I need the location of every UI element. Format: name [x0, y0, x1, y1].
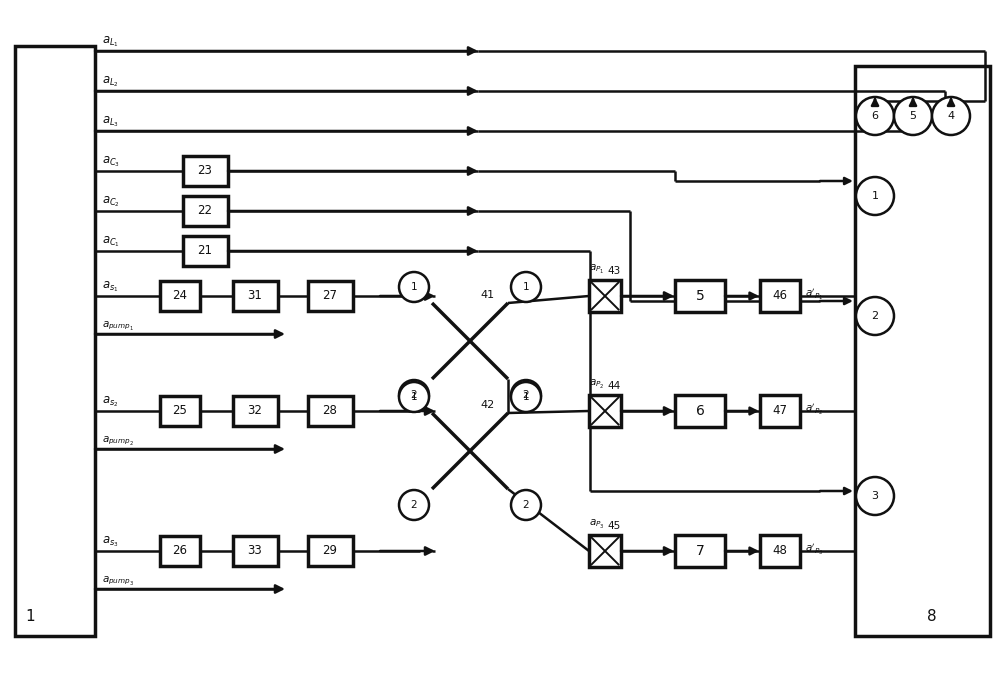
Text: $a_{P_1}$: $a_{P_1}$ — [589, 263, 605, 276]
Bar — [589, 280, 621, 312]
Text: 2: 2 — [411, 390, 417, 400]
Circle shape — [856, 477, 894, 515]
Bar — [589, 395, 621, 427]
Text: 2: 2 — [523, 390, 529, 400]
Bar — [308, 396, 352, 426]
Bar — [232, 396, 278, 426]
Text: 5: 5 — [910, 111, 916, 121]
Text: 29: 29 — [322, 544, 338, 557]
Circle shape — [511, 382, 541, 412]
Text: 31: 31 — [248, 290, 262, 303]
Circle shape — [894, 97, 932, 135]
Text: $a_{C_3}$: $a_{C_3}$ — [102, 155, 120, 169]
Bar — [160, 536, 200, 566]
Text: 1: 1 — [411, 282, 417, 292]
Text: $a_{P_3}$: $a_{P_3}$ — [589, 518, 605, 531]
Bar — [182, 196, 228, 226]
Text: $a_{pump_1}$: $a_{pump_1}$ — [102, 319, 134, 332]
Text: $a'_{P_1}$: $a'_{P_1}$ — [805, 286, 823, 302]
Text: 25: 25 — [173, 404, 187, 418]
Text: $a_{L_3}$: $a_{L_3}$ — [102, 114, 119, 129]
Text: $a'_{P_2}$: $a'_{P_2}$ — [805, 402, 823, 417]
Text: $a_{L_1}$: $a_{L_1}$ — [102, 34, 119, 49]
Text: 44: 44 — [607, 381, 620, 391]
Text: 45: 45 — [607, 521, 620, 531]
Bar — [232, 281, 278, 311]
Text: $a_{C_1}$: $a_{C_1}$ — [102, 235, 120, 249]
Circle shape — [399, 272, 429, 302]
Text: $a_{s_2}$: $a_{s_2}$ — [102, 395, 119, 409]
Text: 3: 3 — [872, 491, 879, 501]
Text: 1: 1 — [872, 191, 879, 201]
Text: 48: 48 — [773, 544, 787, 557]
Text: 22: 22 — [198, 205, 212, 217]
Bar — [308, 536, 352, 566]
Text: 5: 5 — [696, 289, 704, 303]
Text: 46: 46 — [772, 290, 788, 303]
Circle shape — [511, 272, 541, 302]
Text: $a_{C_2}$: $a_{C_2}$ — [102, 194, 120, 209]
Text: $a_{L_2}$: $a_{L_2}$ — [102, 74, 119, 89]
Bar — [182, 236, 228, 266]
Bar — [675, 395, 725, 427]
Bar — [760, 280, 800, 312]
Text: $a_{s_1}$: $a_{s_1}$ — [102, 279, 119, 294]
Bar — [760, 395, 800, 427]
Text: 24: 24 — [173, 290, 188, 303]
Text: 41: 41 — [480, 290, 494, 300]
Circle shape — [399, 382, 429, 412]
Circle shape — [399, 380, 429, 410]
Text: 6: 6 — [696, 404, 704, 418]
Bar — [675, 535, 725, 567]
Text: 1: 1 — [25, 609, 35, 624]
Text: 33: 33 — [248, 544, 262, 557]
Text: 32: 32 — [248, 404, 262, 418]
Bar — [15, 46, 95, 636]
Bar — [760, 535, 800, 567]
Text: 26: 26 — [173, 544, 188, 557]
Text: $a_{s_3}$: $a_{s_3}$ — [102, 535, 119, 549]
Bar — [308, 281, 352, 311]
Text: $a_{pump_3}$: $a_{pump_3}$ — [102, 574, 134, 587]
Circle shape — [856, 97, 894, 135]
Circle shape — [856, 297, 894, 335]
Text: 2: 2 — [523, 500, 529, 510]
Bar — [675, 280, 725, 312]
Text: 23: 23 — [198, 164, 212, 177]
Text: 8: 8 — [928, 609, 937, 624]
Text: $a'_{P_3}$: $a'_{P_3}$ — [805, 541, 823, 557]
Circle shape — [399, 490, 429, 520]
Text: 1: 1 — [523, 392, 529, 402]
Text: 21: 21 — [198, 244, 212, 258]
Text: 28: 28 — [323, 404, 337, 418]
Text: $a_{P_2}$: $a_{P_2}$ — [589, 378, 605, 391]
Bar — [232, 536, 278, 566]
Bar — [160, 281, 200, 311]
Circle shape — [511, 380, 541, 410]
Text: 7: 7 — [696, 544, 704, 558]
Circle shape — [932, 97, 970, 135]
Bar — [160, 396, 200, 426]
Text: 2: 2 — [871, 311, 879, 321]
Text: $a_{pump_2}$: $a_{pump_2}$ — [102, 434, 134, 447]
Text: 1: 1 — [523, 282, 529, 292]
Text: 2: 2 — [411, 500, 417, 510]
Text: 42: 42 — [480, 400, 494, 410]
Circle shape — [511, 490, 541, 520]
Bar — [589, 535, 621, 567]
Circle shape — [856, 177, 894, 215]
Bar — [182, 156, 228, 186]
Text: 43: 43 — [607, 266, 620, 276]
Text: 27: 27 — [322, 290, 338, 303]
Text: 1: 1 — [411, 392, 417, 402]
Text: 4: 4 — [947, 111, 955, 121]
Text: 47: 47 — [772, 404, 788, 418]
Bar — [855, 66, 990, 636]
Text: 6: 6 — [872, 111, 879, 121]
